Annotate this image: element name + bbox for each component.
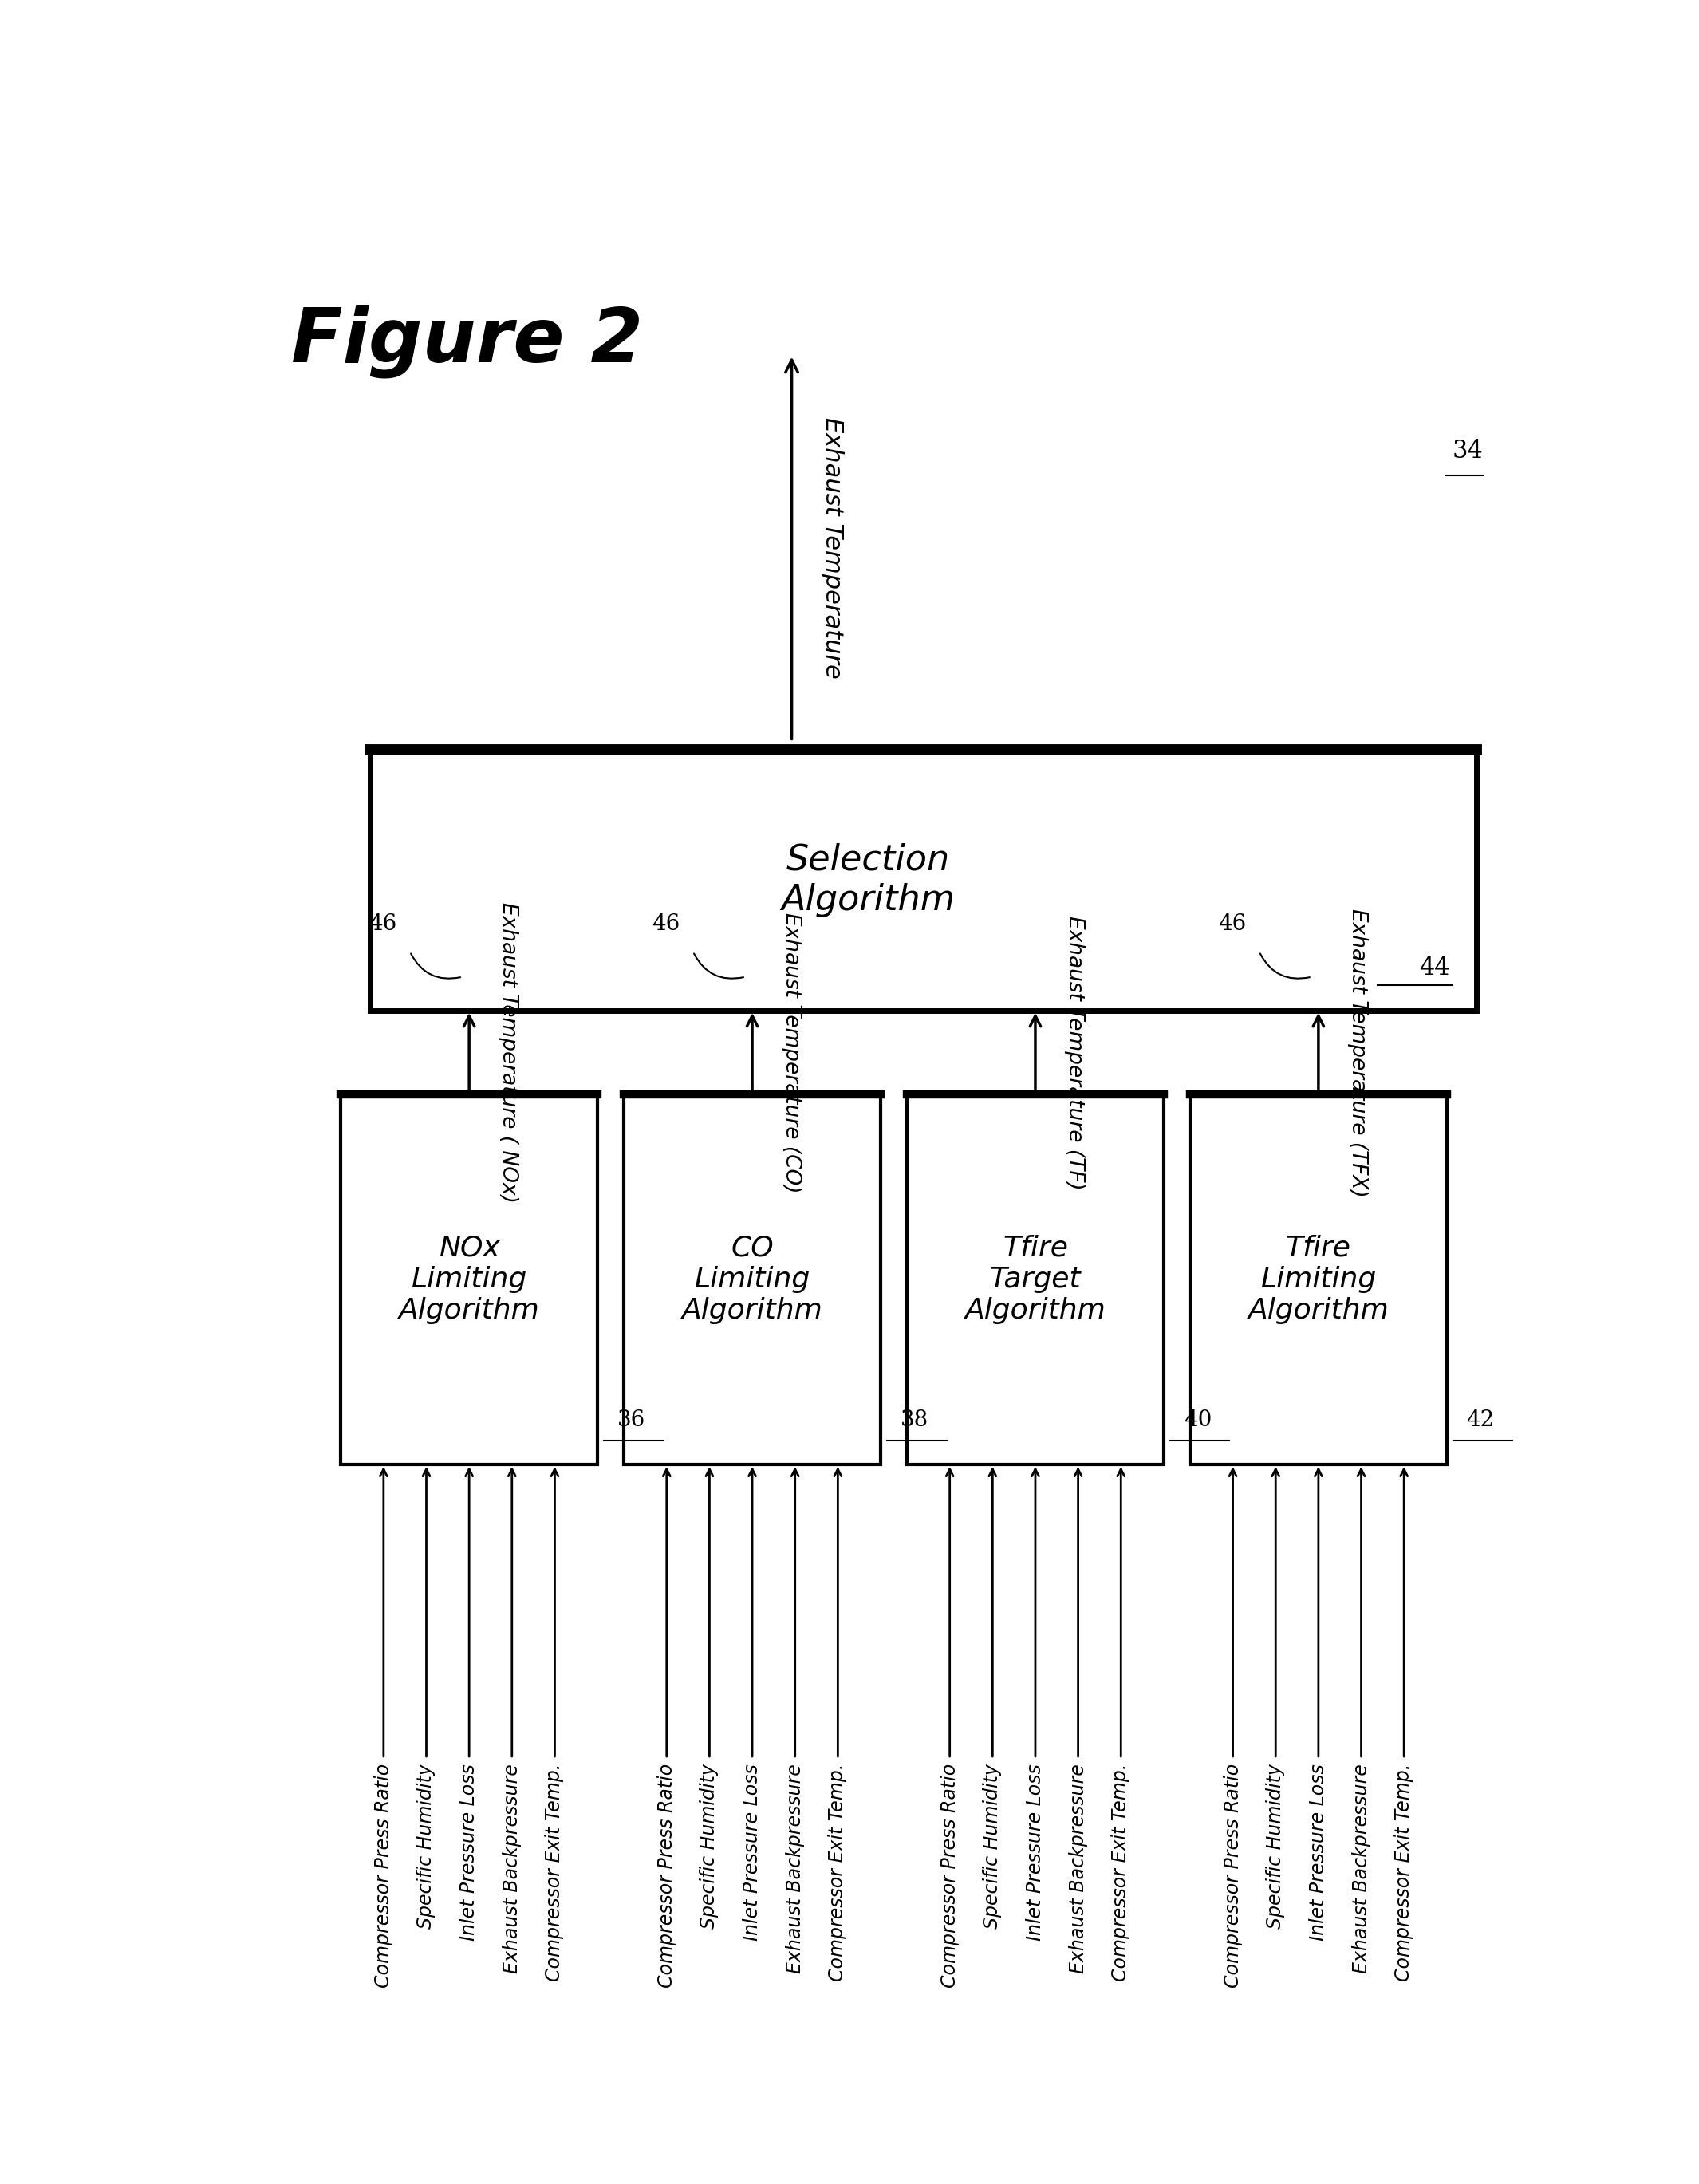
Text: Tfire
Limiting
Algorithm: Tfire Limiting Algorithm bbox=[1247, 1234, 1390, 1324]
Bar bbox=[907, 1094, 1164, 1465]
Text: CO
Limiting
Algorithm: CO Limiting Algorithm bbox=[681, 1234, 822, 1324]
Text: Compressor Exit Temp.: Compressor Exit Temp. bbox=[545, 1765, 564, 1981]
Text: Exhaust Backpressure: Exhaust Backpressure bbox=[785, 1765, 805, 1974]
Text: 42: 42 bbox=[1466, 1409, 1495, 1431]
Text: Inlet Pressure Loss: Inlet Pressure Loss bbox=[742, 1765, 761, 1942]
Text: 46: 46 bbox=[369, 913, 398, 935]
Text: NOx
Limiting
Algorithm: NOx Limiting Algorithm bbox=[399, 1234, 540, 1324]
Text: Exhaust Temperature (TF): Exhaust Temperature (TF) bbox=[1064, 915, 1086, 1190]
Bar bbox=[624, 1094, 880, 1465]
Text: Specific Humidity: Specific Humidity bbox=[416, 1765, 437, 1928]
Text: Compressor Exit Temp.: Compressor Exit Temp. bbox=[827, 1765, 848, 1981]
Text: Inlet Pressure Loss: Inlet Pressure Loss bbox=[459, 1765, 479, 1942]
Text: Compressor Press Ratio: Compressor Press Ratio bbox=[940, 1765, 960, 1987]
Text: 36: 36 bbox=[617, 1409, 646, 1431]
Text: Selection
Algorithm: Selection Algorithm bbox=[782, 843, 955, 917]
Text: Exhaust Temperature: Exhaust Temperature bbox=[821, 417, 844, 679]
Text: Tfire
Target
Algorithm: Tfire Target Algorithm bbox=[965, 1234, 1106, 1324]
Text: Exhaust Backpressure: Exhaust Backpressure bbox=[503, 1765, 522, 1974]
Text: Exhaust Backpressure: Exhaust Backpressure bbox=[1069, 1765, 1087, 1974]
Text: 34: 34 bbox=[1453, 439, 1483, 463]
Text: Exhaust Backpressure: Exhaust Backpressure bbox=[1352, 1765, 1371, 1974]
Text: 46: 46 bbox=[652, 913, 680, 935]
Bar bbox=[341, 1094, 598, 1465]
Bar bbox=[370, 749, 1476, 1011]
Text: Exhaust Temperature ( NOx): Exhaust Temperature ( NOx) bbox=[498, 902, 518, 1203]
Text: Inlet Pressure Loss: Inlet Pressure Loss bbox=[1308, 1765, 1329, 1942]
Text: Inlet Pressure Loss: Inlet Pressure Loss bbox=[1026, 1765, 1045, 1942]
Text: Specific Humidity: Specific Humidity bbox=[984, 1765, 1002, 1928]
Text: 40: 40 bbox=[1184, 1409, 1211, 1431]
Text: 38: 38 bbox=[900, 1409, 928, 1431]
Text: 44: 44 bbox=[1419, 954, 1449, 981]
Text: Compressor Exit Temp.: Compressor Exit Temp. bbox=[1395, 1765, 1414, 1981]
Text: Compressor Press Ratio: Compressor Press Ratio bbox=[658, 1765, 676, 1987]
Bar bbox=[1189, 1094, 1448, 1465]
Text: Exhaust Temperature (TFX): Exhaust Temperature (TFX) bbox=[1347, 909, 1368, 1197]
Text: Compressor Exit Temp.: Compressor Exit Temp. bbox=[1111, 1765, 1130, 1981]
Text: 46: 46 bbox=[1218, 913, 1245, 935]
Text: Compressor Press Ratio: Compressor Press Ratio bbox=[374, 1765, 392, 1987]
Text: Specific Humidity: Specific Humidity bbox=[1266, 1765, 1284, 1928]
Text: Specific Humidity: Specific Humidity bbox=[700, 1765, 719, 1928]
Text: Compressor Press Ratio: Compressor Press Ratio bbox=[1223, 1765, 1242, 1987]
Text: Exhaust Temperature (CO): Exhaust Temperature (CO) bbox=[782, 913, 802, 1192]
Text: Figure 2: Figure 2 bbox=[292, 304, 644, 378]
